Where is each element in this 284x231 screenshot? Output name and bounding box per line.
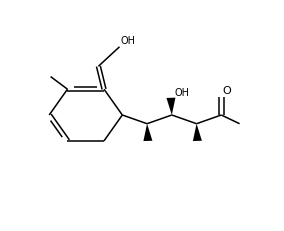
Polygon shape [193,124,202,141]
Text: O: O [222,86,231,96]
Polygon shape [143,124,153,141]
Polygon shape [166,98,176,116]
Text: OH: OH [121,36,136,46]
Text: OH: OH [175,88,190,98]
